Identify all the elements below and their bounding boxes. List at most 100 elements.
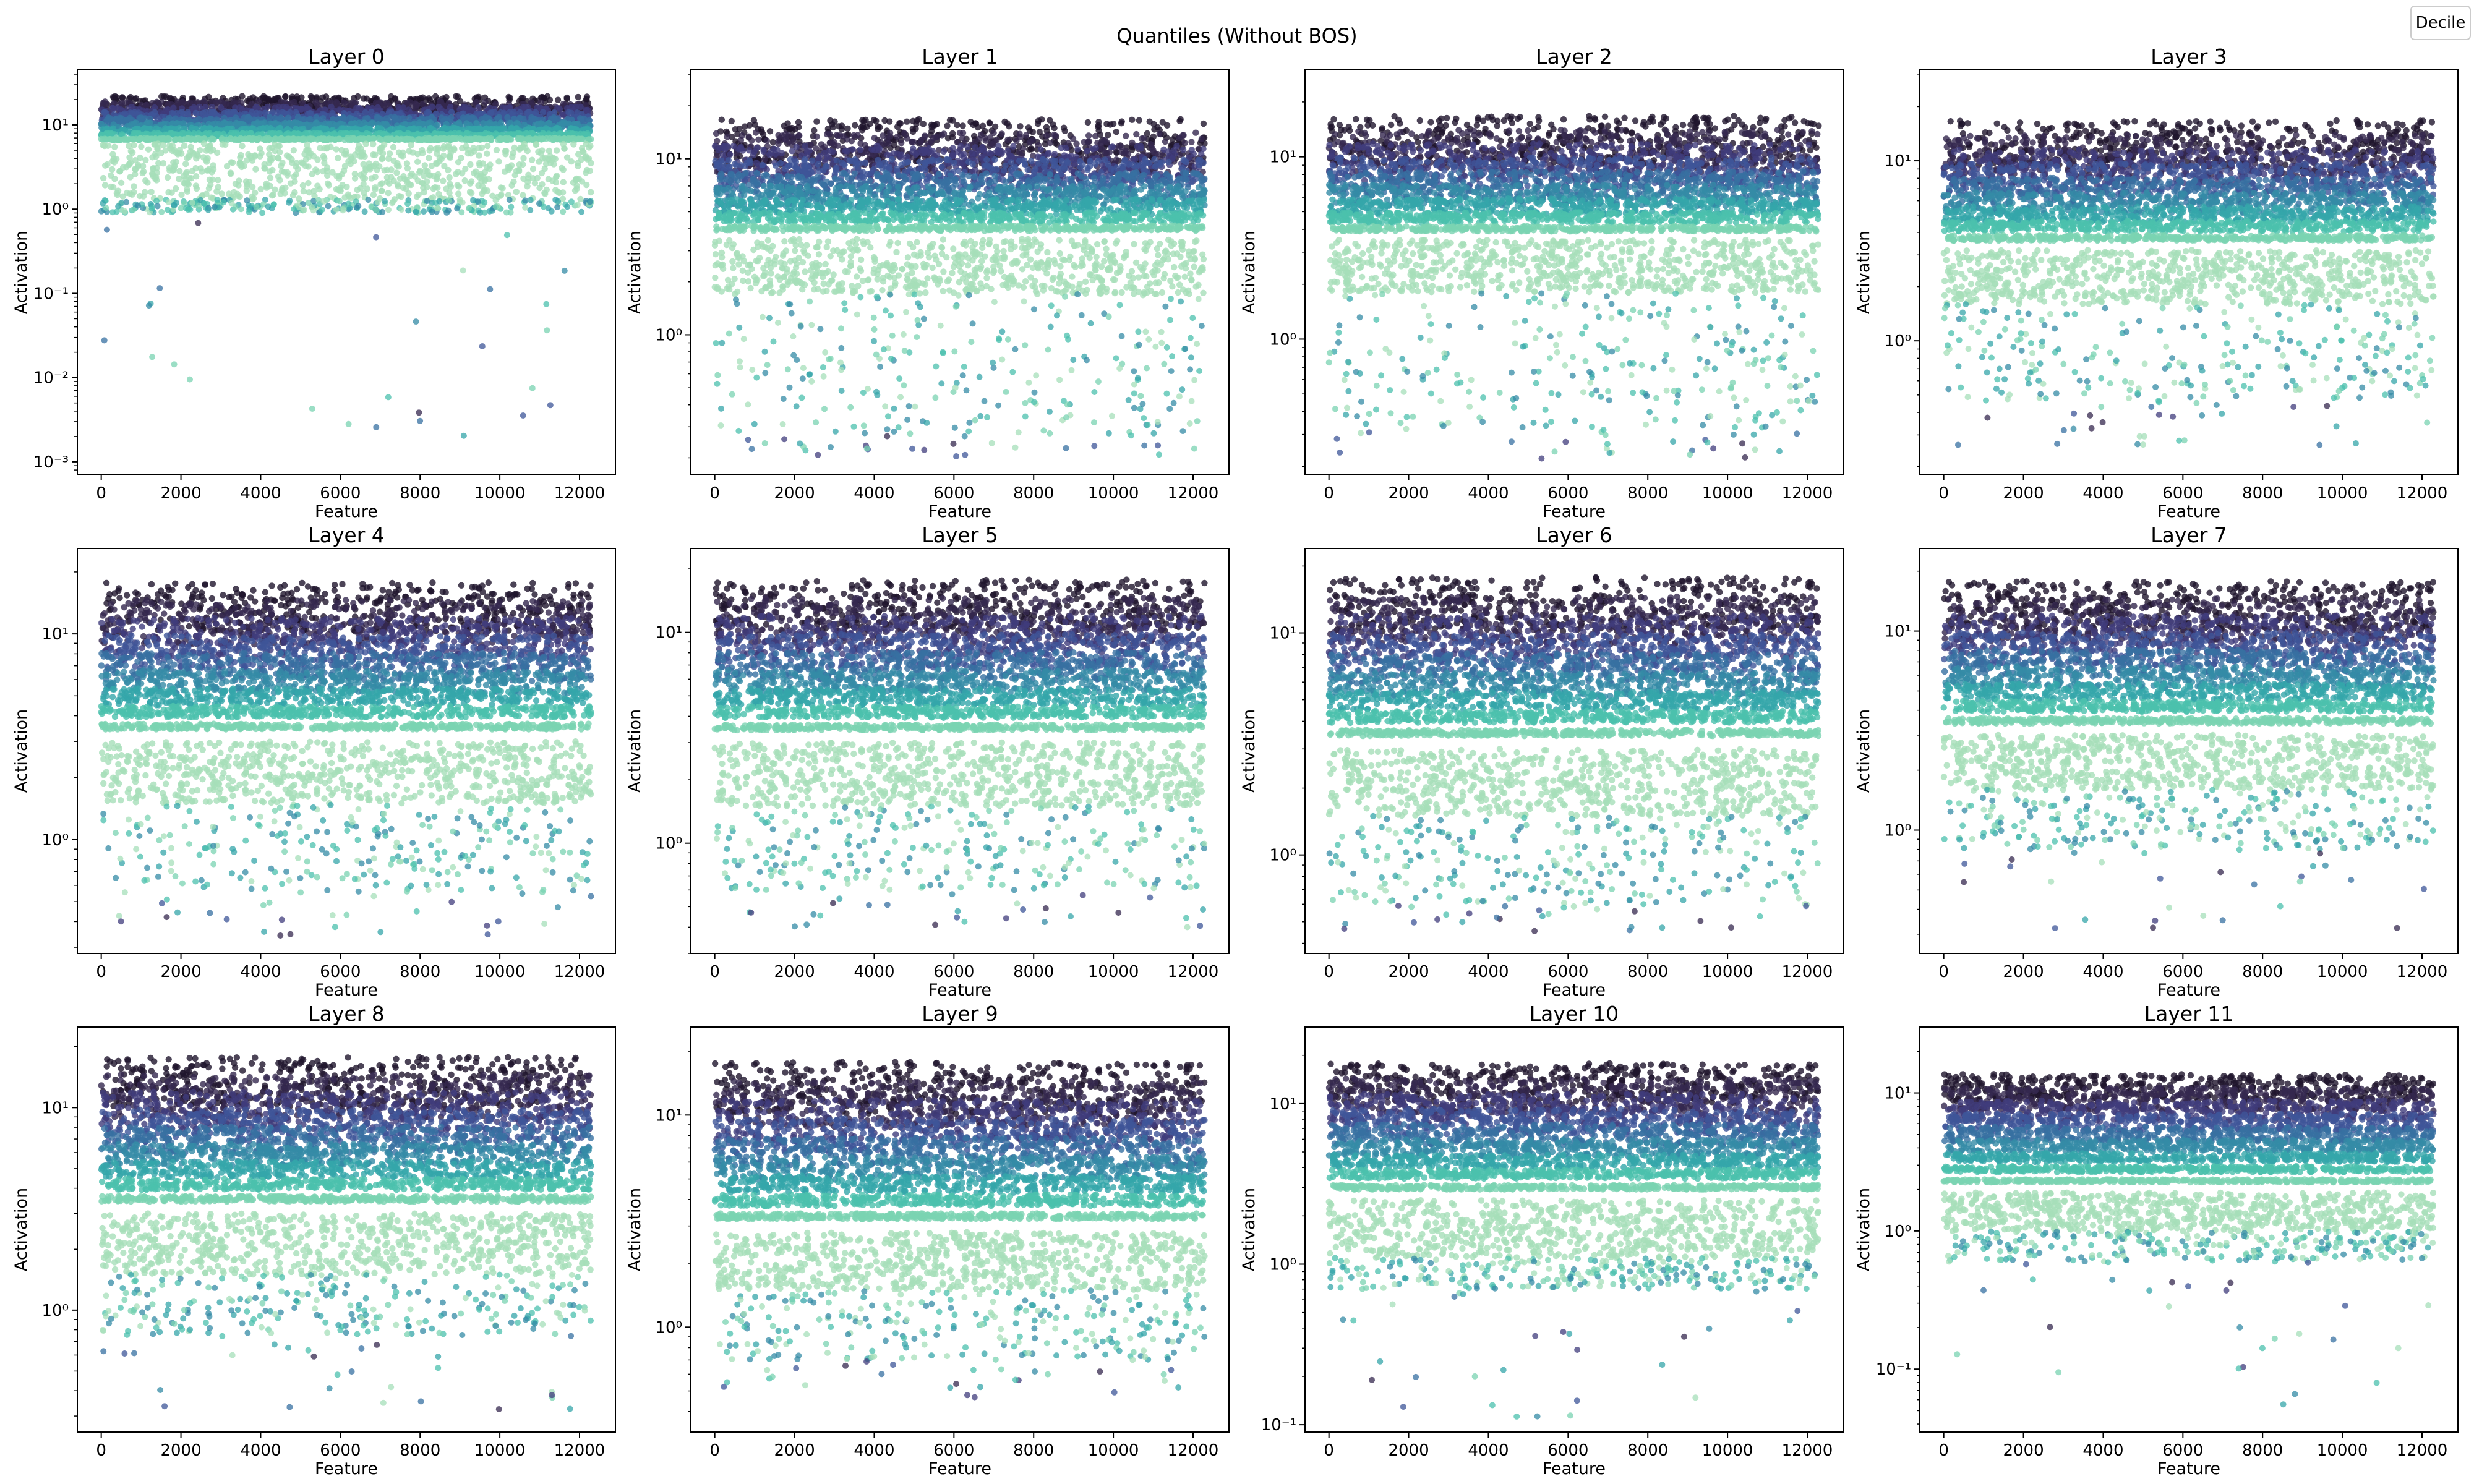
- decile-1-point: [335, 155, 341, 161]
- decile-1-point: [549, 177, 556, 184]
- decile-2-point: [124, 137, 131, 143]
- decile-10-point: [1017, 123, 1024, 130]
- decile-10-point: [322, 93, 330, 100]
- decile-1-point: [468, 190, 475, 197]
- decile-1-point: [529, 166, 537, 173]
- decile-1-point: [570, 141, 577, 148]
- decile-1-point: [424, 168, 431, 175]
- low-tail-point: [506, 197, 513, 203]
- decile-5-point: [233, 119, 240, 126]
- decile-6-point: [554, 116, 560, 122]
- low-tail-point: [305, 200, 312, 207]
- decile-1-point: [378, 144, 385, 151]
- decile-1-point: [430, 186, 437, 192]
- decile-1-point: [243, 157, 250, 164]
- decile-2-point: [165, 135, 172, 142]
- decile-1-point: [550, 155, 557, 161]
- decile-1-point: [158, 150, 165, 156]
- decile-1-point: [236, 193, 243, 200]
- low-tail-point: [445, 207, 452, 214]
- low-tail-point: [574, 202, 581, 208]
- decile-1-point: [203, 167, 210, 174]
- decile-10-point: [583, 93, 591, 100]
- panel-title: Layer 1: [922, 45, 998, 69]
- decile-1-point: [484, 143, 491, 150]
- outlier-point: [385, 394, 392, 401]
- decile-4-point: [263, 124, 270, 132]
- decile-1-point: [378, 187, 385, 194]
- decile-6-point: [346, 114, 353, 121]
- low-tail-point: [164, 207, 171, 213]
- low-tail-point: [527, 197, 534, 203]
- decile-1-point: [480, 187, 487, 195]
- decile-10-point: [111, 95, 118, 102]
- decile-1-point: [468, 178, 475, 185]
- decile-9-point: [118, 100, 126, 106]
- decile-1-point: [197, 165, 204, 172]
- decile-1-point: [586, 144, 593, 151]
- decile-1-point: [542, 190, 549, 197]
- decile-1-point: [386, 150, 393, 157]
- decile-1-point: [580, 149, 587, 156]
- decile-9-point: [372, 99, 380, 106]
- outlier-point: [487, 286, 494, 292]
- decile-1-point: [372, 151, 379, 158]
- decile-1-point: [182, 160, 189, 168]
- low-tail-point: [424, 198, 430, 205]
- decile-2-point: [331, 136, 338, 143]
- decile-1-point: [109, 158, 116, 164]
- decile-9-point: [179, 98, 186, 105]
- decile-8-point: [202, 104, 209, 111]
- decile-1-point: [446, 153, 453, 160]
- decile-1-point: [577, 195, 584, 203]
- decile-1-point: [456, 183, 463, 190]
- decile-1-point: [171, 162, 178, 169]
- decile-1-point: [110, 184, 117, 191]
- decile-1-point: [525, 175, 532, 182]
- decile-1-point: [288, 159, 296, 166]
- outlier-point: [187, 376, 193, 383]
- decile-1-point: [323, 144, 331, 151]
- low-tail-point: [115, 203, 122, 210]
- decile-9-point: [100, 100, 107, 106]
- decile-1-point: [281, 169, 288, 176]
- low-tail-point: [522, 204, 529, 211]
- low-tail-point: [148, 205, 155, 212]
- outlier-point: [103, 226, 110, 233]
- decile-9-point: [143, 101, 150, 109]
- low-tail-point: [385, 207, 392, 213]
- decile-1-point: [305, 163, 312, 170]
- low-tail-point: [121, 208, 128, 215]
- decile-1-point: [301, 151, 308, 158]
- decile-1-point: [400, 184, 407, 192]
- decile-10-point: [575, 93, 581, 101]
- decile-1-point: [321, 160, 328, 166]
- decile-1-point: [232, 181, 239, 187]
- decile-10-point: [987, 120, 993, 127]
- decile-1-point: [475, 182, 482, 189]
- decile-1-point: [503, 147, 510, 155]
- decile-4-point: [142, 125, 149, 132]
- decile-2-point: [244, 135, 250, 143]
- decile-2-point: [475, 135, 482, 142]
- decile-2-point: [286, 136, 293, 143]
- low-tail-point: [555, 198, 561, 205]
- decile-1-point: [227, 170, 234, 177]
- low-tail-point: [253, 203, 260, 210]
- x-tick-label: 10000: [474, 484, 526, 503]
- decile-9-point: [312, 99, 319, 106]
- outlier-point: [529, 385, 536, 391]
- decile-10-point: [127, 93, 134, 101]
- low-tail-point: [238, 206, 244, 213]
- low-tail-point: [220, 199, 227, 205]
- decile-2-point: [143, 135, 151, 142]
- outlier-point: [460, 267, 466, 274]
- decile-2-point: [416, 135, 422, 143]
- decile-1-point: [459, 170, 466, 177]
- decile-1-point: [536, 158, 542, 165]
- decile-1-point: [126, 142, 132, 150]
- decile-1-point: [520, 192, 526, 198]
- outlier-point: [460, 432, 467, 439]
- decile-1-point: [515, 166, 523, 173]
- decile-1-point: [351, 170, 358, 177]
